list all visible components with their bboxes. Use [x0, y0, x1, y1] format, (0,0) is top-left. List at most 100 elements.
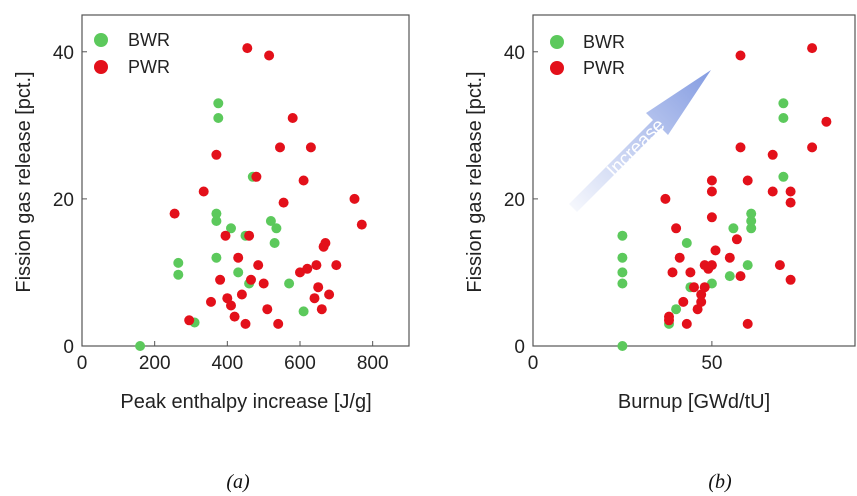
increase-arrow: Increase: [569, 70, 711, 212]
x-tick-label-a: 600: [284, 353, 316, 374]
plot-frame-a: [81, 14, 410, 347]
pwr-point: [264, 50, 275, 61]
pwr-point: [664, 315, 674, 326]
pwr-point: [767, 149, 778, 160]
pwr-point: [785, 274, 796, 285]
b-points: [617, 43, 832, 351]
legend-bwr-marker-a: [94, 33, 108, 47]
bwr-point: [746, 208, 757, 219]
y-tick-label-b: 40: [504, 43, 525, 64]
pwr-point: [671, 223, 682, 234]
pwr-point: [667, 267, 678, 278]
pwr-point: [349, 193, 360, 204]
legend-pwr-label-b: PWR: [583, 58, 625, 78]
x-tick-label-a: 800: [357, 353, 389, 374]
x-tick-label-a: 200: [139, 353, 171, 374]
pwr-point: [735, 271, 746, 282]
pwr-point: [316, 304, 327, 315]
panel-b: Increase 0 50 0 20 40 BWR PWR Burnup [GWd/tU…: [464, 14, 856, 493]
bwr-point: [211, 216, 222, 226]
legend-a: BWR PWR: [94, 30, 170, 77]
pwr-point: [311, 260, 322, 271]
y-tick-label-a: 0: [63, 337, 74, 358]
pwr-point: [198, 186, 209, 197]
bwr-point: [728, 223, 739, 234]
bwr-point: [265, 216, 276, 226]
bwr-point: [681, 238, 692, 248]
pwr-point: [706, 175, 717, 186]
pwr-point: [298, 175, 309, 186]
plot-frame-b: [532, 14, 856, 347]
bwr-point: [746, 216, 757, 226]
pwr-point: [262, 304, 273, 315]
pwr-point: [215, 274, 226, 285]
pwr-point: [211, 149, 222, 160]
a-points: [135, 43, 367, 351]
pwr-point: [699, 282, 710, 293]
bwr-point: [226, 223, 236, 234]
pwr-point: [305, 142, 316, 153]
pwr-point: [236, 289, 247, 300]
pwr-point: [287, 113, 298, 123]
bwr-point: [211, 252, 222, 263]
pwr-point: [233, 252, 244, 263]
pwr-point: [244, 230, 255, 241]
pwr-point: [696, 296, 707, 307]
pwr-point: [681, 318, 692, 329]
bwr-point: [617, 230, 628, 241]
legend-bwr-label-b: BWR: [583, 32, 625, 52]
bwr-point: [213, 113, 224, 123]
pwr-point: [226, 300, 236, 311]
pwr-point: [689, 282, 699, 293]
pwr-point: [821, 116, 832, 127]
bwr-point: [173, 269, 184, 280]
bwr-point: [617, 278, 628, 289]
caption-b: (b): [708, 471, 732, 493]
bwr-point: [742, 260, 753, 271]
bwr-point: [298, 306, 309, 317]
pwr-point: [242, 43, 253, 54]
pwr-point: [742, 318, 753, 329]
legend-pwr-marker-a: [94, 60, 108, 74]
y-tick-label-a: 40: [53, 43, 74, 64]
pwr-point: [302, 263, 313, 274]
pwr-point: [251, 171, 262, 182]
x-axis-title-a: Peak enthalpy increase [J/g]: [120, 391, 371, 413]
legend-pwr-marker-b: [550, 61, 564, 75]
pwr-point: [220, 230, 231, 241]
pwr-point: [742, 175, 753, 186]
pwr-point: [785, 197, 796, 208]
bwr-point: [213, 98, 224, 109]
pwr-point: [356, 219, 367, 230]
pwr-point: [273, 318, 284, 329]
panel-a: 0 200 400 600 800 0 20 40 BWR PWR Peak enthalpy…: [13, 14, 410, 493]
pwr-point: [229, 311, 240, 322]
bwr-point: [211, 208, 222, 219]
pwr-point: [735, 142, 746, 153]
legend-pwr-label-a: PWR: [128, 57, 170, 77]
x-tick-label-b: 0: [528, 353, 539, 374]
x-tick-label-a: 400: [211, 353, 243, 374]
y-axis-title-a: Fission gas release [pct.]: [13, 71, 35, 292]
pwr-point: [275, 142, 285, 153]
bwr-point: [617, 341, 628, 351]
pwr-point: [685, 267, 696, 278]
pwr-point: [169, 208, 180, 219]
x-axis-title-b: Burnup [GWd/tU]: [618, 391, 770, 413]
bwr-point: [233, 267, 244, 278]
pwr-point: [724, 252, 735, 263]
legend-bwr-label-a: BWR: [128, 30, 170, 50]
pwr-point: [278, 197, 289, 208]
y-axis-title-b: Fission gas release [pct.]: [464, 71, 486, 292]
increase-arrow-label: Increase: [603, 115, 669, 181]
bwr-point: [746, 223, 757, 234]
pwr-point: [660, 193, 671, 204]
pwr-point: [309, 293, 320, 304]
pwr-point: [320, 238, 331, 248]
pwr-point: [253, 260, 264, 271]
pwr-point: [674, 252, 685, 263]
bwr-point: [173, 257, 184, 268]
increase-arrow-shape: [569, 70, 711, 212]
bwr-point: [269, 238, 280, 248]
